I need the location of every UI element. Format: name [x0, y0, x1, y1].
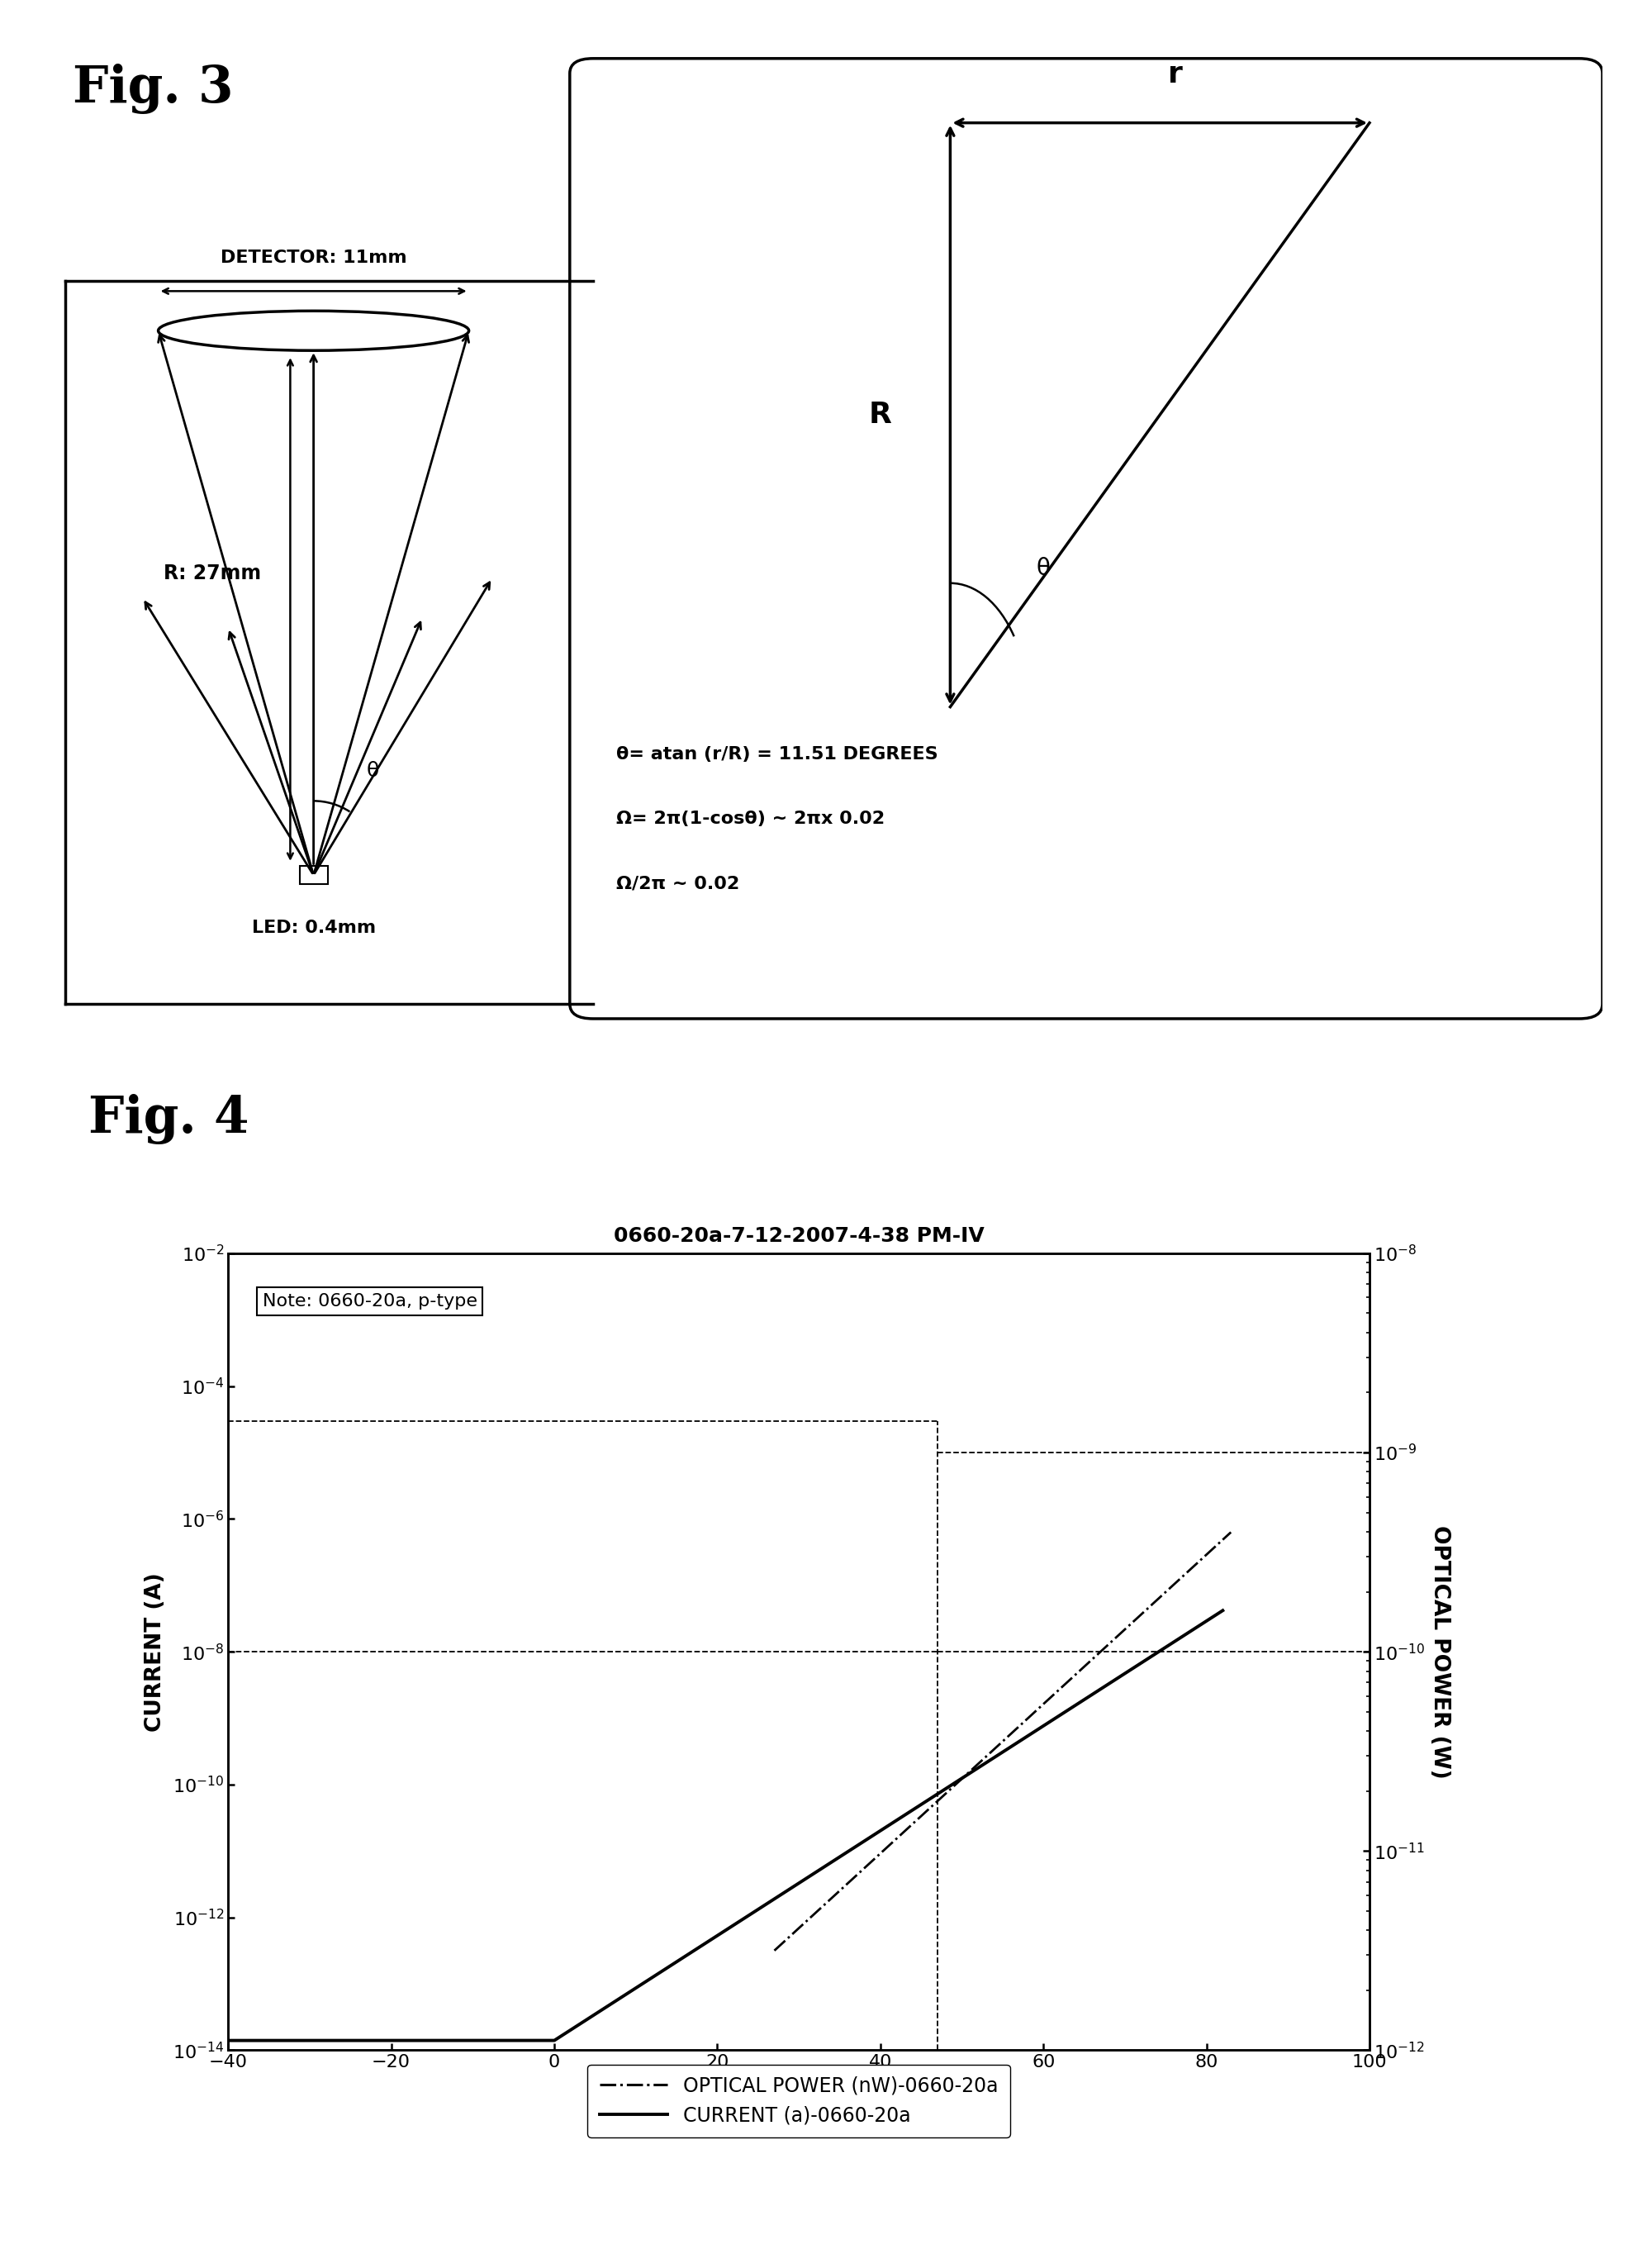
Text: Fig. 4: Fig. 4: [89, 1093, 249, 1145]
Legend: OPTICAL POWER (nW)-0660-20a, CURRENT (a)-0660-20a: OPTICAL POWER (nW)-0660-20a, CURRENT (a)…: [588, 2065, 1009, 2137]
Text: R: R: [869, 400, 892, 430]
Ellipse shape: [159, 310, 469, 351]
Text: θ= atan (r/R) = 11.51 DEGREES: θ= atan (r/R) = 11.51 DEGREES: [616, 747, 938, 762]
Text: DETECTOR: 11mm: DETECTOR: 11mm: [220, 250, 406, 265]
Text: Ω/2π ~ 0.02: Ω/2π ~ 0.02: [616, 875, 740, 891]
Y-axis label: CURRENT (A): CURRENT (A): [144, 1572, 165, 1732]
Text: Fig. 3: Fig. 3: [73, 63, 233, 115]
Text: θ: θ: [1036, 558, 1051, 580]
Text: Ω= 2π(1-cosθ) ~ 2πx 0.02: Ω= 2π(1-cosθ) ~ 2πx 0.02: [616, 812, 885, 828]
Text: θ: θ: [367, 762, 378, 780]
Bar: [299, 866, 327, 884]
Text: R: 27mm: R: 27mm: [164, 562, 261, 582]
FancyBboxPatch shape: [570, 58, 1602, 1019]
Text: LED: 0.4mm: LED: 0.4mm: [251, 920, 375, 936]
Y-axis label: OPTICAL POWER (W): OPTICAL POWER (W): [1429, 1525, 1450, 1779]
Text: r: r: [1168, 61, 1183, 88]
Title: 0660-20a-7-12-2007-4-38 PM-IV: 0660-20a-7-12-2007-4-38 PM-IV: [613, 1226, 985, 1246]
Text: Note: 0660-20a, p-type: Note: 0660-20a, p-type: [263, 1293, 477, 1309]
X-axis label: VOLTAGE (V): VOLTAGE (V): [722, 2078, 876, 2098]
